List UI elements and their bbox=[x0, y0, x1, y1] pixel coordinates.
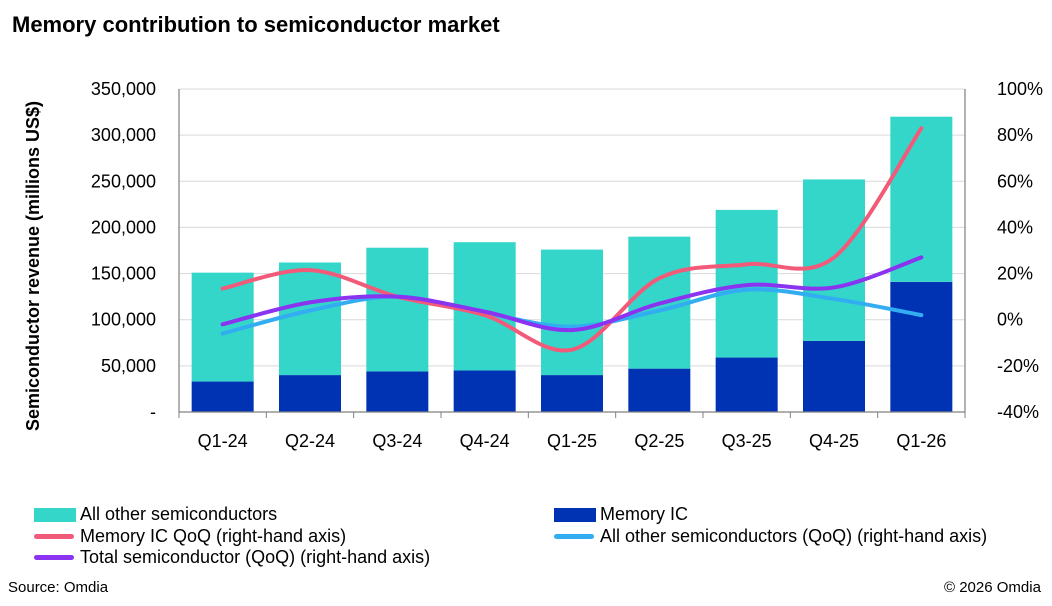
legend-label-total-qoq: Total semiconductor (QoQ) (right-hand ax… bbox=[80, 547, 431, 567]
y2-tick-label: 20% bbox=[997, 264, 1033, 284]
legend-swatch-memory-ic bbox=[554, 507, 596, 522]
bar-memory-ic bbox=[279, 375, 341, 412]
bar-memory-ic bbox=[541, 375, 603, 412]
y-tick-label: 250,000 bbox=[91, 171, 156, 191]
bar-all-other bbox=[803, 179, 865, 341]
y2-tick-label: 80% bbox=[997, 125, 1033, 145]
bar-memory-ic bbox=[890, 281, 953, 412]
legend-label-all-other: All other semiconductors bbox=[80, 504, 278, 524]
y2-tick-label: 0% bbox=[997, 310, 1023, 330]
legend-swatch-all-other bbox=[34, 507, 76, 522]
legend-label-memory-qoq: Memory IC QoQ (right-hand axis) bbox=[80, 526, 347, 546]
x-tick-label: Q1-25 bbox=[547, 431, 597, 451]
bar-memory-ic bbox=[366, 371, 429, 412]
legend-label-memory-ic: Memory IC bbox=[600, 504, 689, 524]
y-tick-label: 350,000 bbox=[91, 79, 156, 99]
bar-layer bbox=[191, 116, 953, 412]
x-tick-label: Q4-24 bbox=[460, 431, 510, 451]
y-tick-label: 150,000 bbox=[91, 264, 156, 284]
line-layer bbox=[220, 126, 924, 353]
bar-memory-ic bbox=[628, 368, 691, 412]
bar-all-other bbox=[366, 247, 429, 372]
axes: - 50,000 100,000 150,000 200,000 250,000 300,0… bbox=[91, 79, 1043, 451]
x-tick-label: Q4-25 bbox=[809, 431, 859, 451]
bar-all-other bbox=[541, 249, 603, 376]
legend-item-all-other: All other semiconductors bbox=[34, 504, 277, 525]
x-tick-label: Q1-26 bbox=[896, 431, 946, 451]
legend-swatch-total-qoq bbox=[34, 555, 74, 560]
line-memory-ic-qoq bbox=[220, 126, 924, 353]
y-tick-label: 50,000 bbox=[101, 356, 156, 376]
x-tick-label: Q2-24 bbox=[285, 431, 335, 451]
x-tick-label: Q1-24 bbox=[198, 431, 248, 451]
y2-tick-label: 100% bbox=[997, 79, 1043, 99]
legend-item-memory-qoq: Memory IC QoQ (right-hand axis) bbox=[34, 526, 346, 547]
y2-tick-label: -20% bbox=[997, 356, 1039, 376]
y-tick-label: 200,000 bbox=[91, 217, 156, 237]
y-tick-label: 300,000 bbox=[91, 125, 156, 145]
legend-item-total-qoq: Total semiconductor (QoQ) (right-hand ax… bbox=[34, 547, 430, 568]
legend-swatch-all-other-qoq bbox=[554, 534, 594, 539]
y-tick-label: - bbox=[150, 402, 156, 422]
bar-memory-ic bbox=[453, 370, 516, 412]
x-tick-label: Q3-24 bbox=[372, 431, 422, 451]
y-tick-label: 100,000 bbox=[91, 310, 156, 330]
bar-memory-ic bbox=[715, 357, 778, 412]
line-all-other-qoq bbox=[220, 287, 924, 336]
legend-item-all-other-qoq: All other semiconductors (QoQ) (right-ha… bbox=[554, 526, 987, 547]
bar-memory-ic bbox=[191, 381, 254, 412]
x-tick-label: Q2-25 bbox=[634, 431, 684, 451]
y2-tick-label: 60% bbox=[997, 171, 1033, 191]
bar-all-other bbox=[890, 116, 953, 282]
legend: All other semiconductors Memory IC Memor… bbox=[0, 500, 1052, 580]
legend-label-all-other-qoq: All other semiconductors (QoQ) (right-ha… bbox=[600, 526, 988, 546]
source-note: Source: Omdia bbox=[8, 579, 109, 596]
chart-title: Memory contribution to semiconductor mar… bbox=[12, 12, 500, 37]
bar-all-other bbox=[279, 262, 341, 376]
copyright-note: © 2026 Omdia bbox=[944, 579, 1041, 596]
legend-item-memory-ic: Memory IC bbox=[554, 504, 688, 525]
line-total-qoq bbox=[220, 255, 924, 333]
x-tick-label: Q3-25 bbox=[722, 431, 772, 451]
y2-tick-label: -40% bbox=[997, 402, 1039, 422]
legend-swatch-memory-qoq bbox=[34, 534, 74, 539]
chart-plot: - 50,000 100,000 150,000 200,000 250,000 300,0… bbox=[23, 79, 1043, 451]
bar-memory-ic bbox=[803, 340, 865, 412]
y2-tick-label: 40% bbox=[997, 217, 1033, 237]
y-axis-title: Semiconductor revenue (millions US$) bbox=[23, 101, 43, 431]
